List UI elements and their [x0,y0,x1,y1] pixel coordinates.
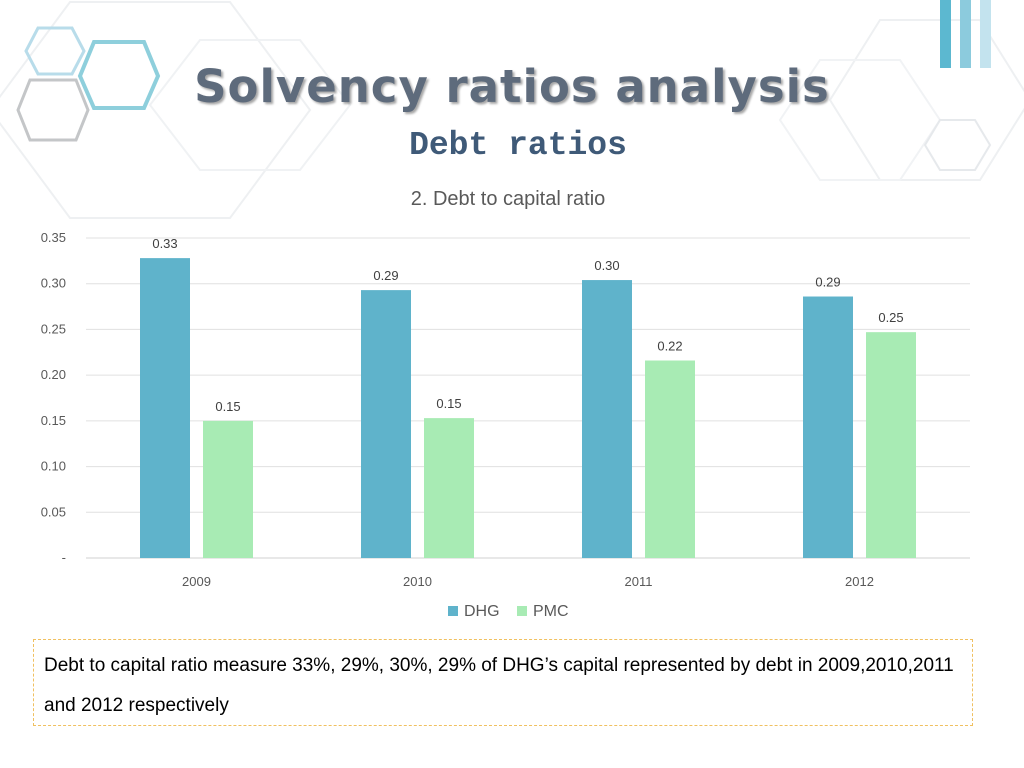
slide-subtitle: Debt ratios [409,127,627,164]
data-label: 0.29 [373,268,398,283]
summary-text: Debt to capital ratio measure 33%, 29%, … [44,655,954,716]
legend-label-pmc: PMC [533,603,569,620]
y-tick-label: - [62,550,66,565]
x-tick-label: 2010 [403,574,432,589]
data-labels: 0.33 0.15 0.29 0.15 0.30 0.22 0.29 0.25 [152,236,903,414]
data-label: 0.25 [878,310,903,325]
y-tick-label: 0.20 [41,367,66,382]
y-tick-label: 0.30 [41,276,66,291]
x-tick-label: 2009 [182,574,211,589]
data-label: 0.29 [815,275,840,290]
y-tick-label: 0.35 [41,230,66,245]
data-label: 0.22 [657,339,682,354]
legend: DHG PMC [448,603,569,620]
legend-swatch-dhg [448,606,458,616]
data-label: 0.30 [594,258,619,273]
slide-title: Solvency ratios analysis [194,60,830,113]
bar-dhg-2010 [361,290,411,558]
bar-dhg-2012 [803,296,853,558]
data-label: 0.15 [215,399,240,414]
bar-pmc-2009 [203,420,253,558]
y-tick-label: 0.10 [41,459,66,474]
y-tick-label: 0.05 [41,504,66,519]
bars [140,258,916,558]
x-tick-label: 2011 [625,574,653,589]
bar-pmc-2010 [424,418,474,558]
chart-title: 2. Debt to capital ratio [411,188,606,210]
data-label: 0.15 [436,396,461,411]
legend-label-dhg: DHG [464,603,500,620]
y-tick-label: 0.25 [41,321,66,336]
x-axis-ticks: 2009 2010 2011 2012 [182,574,874,589]
summary-box: Debt to capital ratio measure 33%, 29%, … [33,639,973,726]
bar-dhg-2009 [140,258,190,558]
debt-to-capital-chart: 2. Debt to capital ratio -0.050.100.150.… [41,188,970,620]
bar-pmc-2012 [866,332,916,558]
y-tick-label: 0.15 [41,413,66,428]
x-tick-label: 2012 [845,574,874,589]
data-label: 0.33 [152,236,177,251]
legend-swatch-pmc [517,606,527,616]
bar-dhg-2011 [582,280,632,558]
y-axis-ticks: - 0.05 0.10 0.15 0.20 0.25 0.30 0.35 [41,230,66,565]
bar-pmc-2011 [645,360,695,558]
